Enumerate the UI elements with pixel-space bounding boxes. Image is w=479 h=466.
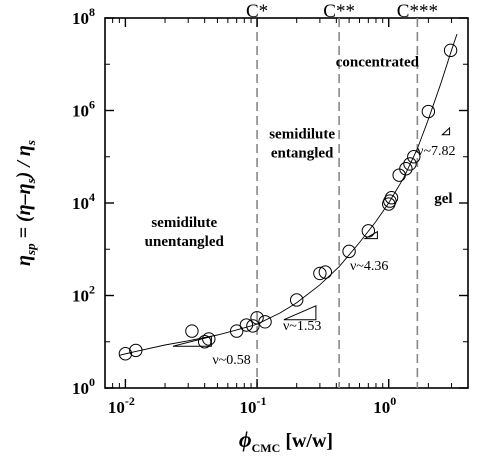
region-label-line: gel: [434, 191, 452, 207]
y-tick-exp: 0: [89, 375, 95, 389]
x-tick-label: 100: [373, 394, 396, 417]
x-tick-base: 10: [240, 398, 257, 417]
y-axis-label-part3-sub: s: [23, 140, 38, 146]
data-point: [422, 105, 434, 117]
region-label-line: concentrated: [336, 54, 420, 70]
x-tick-exp: 0: [390, 394, 396, 408]
y-axis-label-part2: = (η–η: [13, 183, 35, 243]
x-axis-label-unit: [w/w]: [280, 430, 333, 452]
x-tick-label: 10-2: [108, 394, 135, 417]
region-label: semidilute unentangled: [145, 215, 225, 250]
x-tick-base: 10: [108, 398, 125, 417]
y-tick-base: 10: [72, 9, 89, 28]
y-axis-label: ηsp = (η–ηs) / ηs: [13, 140, 38, 266]
slope-label: ν~7.82: [417, 144, 455, 159]
y-tick-exp: 2: [89, 283, 95, 297]
y-tick-base: 10: [72, 379, 89, 398]
data-point: [259, 316, 271, 328]
data-point: [393, 169, 405, 181]
y-tick-base: 10: [72, 102, 89, 121]
y-tick-label: 106: [72, 98, 95, 121]
y-axis-label-part1: η: [13, 255, 35, 266]
data-point: [343, 245, 355, 257]
region-labels: semidilute unentangled semidilute entangled…: [145, 54, 453, 250]
y-tick-exp: 8: [89, 5, 95, 19]
y-tick-base: 10: [72, 194, 89, 213]
x-tick-label: 10-1: [240, 394, 267, 417]
y-tick-exp: 4: [89, 190, 95, 204]
y-tick-exp: 6: [89, 98, 95, 112]
critical-line-label: C**: [323, 1, 355, 22]
y-tick-label: 108: [72, 5, 95, 28]
slope-label: ν~1.53: [283, 319, 321, 334]
data-point: [203, 333, 215, 345]
region-label: concentrated: [336, 54, 420, 70]
y-tick-base: 10: [72, 287, 89, 306]
region-label: gel: [434, 191, 452, 207]
data-point: [290, 294, 302, 306]
y-tick-label: 104: [72, 190, 95, 213]
slope-triangle: [442, 128, 449, 135]
region-label-line: entangled: [271, 145, 334, 161]
slope-label: ν~4.36: [350, 259, 388, 274]
y-axis-label-part1-sub: sp: [23, 243, 38, 256]
x-tick-exp: -1: [257, 394, 267, 408]
critical-line-label: C***: [397, 1, 438, 22]
region-label-line: unentangled: [145, 234, 225, 250]
fit-line: [119, 34, 457, 355]
data-point: [186, 325, 198, 337]
fit-curve: [119, 34, 457, 355]
region-label-line: semidilute: [269, 126, 335, 142]
y-tick-label: 100: [72, 375, 95, 398]
region-label-line: semidilute: [151, 215, 217, 231]
x-axis-label-main: ϕ: [239, 427, 252, 452]
x-axis-label-sub: CMC: [252, 441, 281, 455]
x-tick-exp: -2: [125, 394, 135, 408]
y-tick-label: 102: [72, 283, 95, 306]
data-points: [119, 44, 457, 360]
x-tick-base: 10: [373, 398, 390, 417]
data-point: [444, 44, 456, 56]
x-axis-label: ϕCMC [w/w]: [239, 427, 333, 455]
slope-label: ν~0.58: [212, 353, 250, 368]
y-axis-label-part3: ) / η: [13, 145, 35, 180]
region-label: semidilute entangled: [269, 126, 335, 161]
